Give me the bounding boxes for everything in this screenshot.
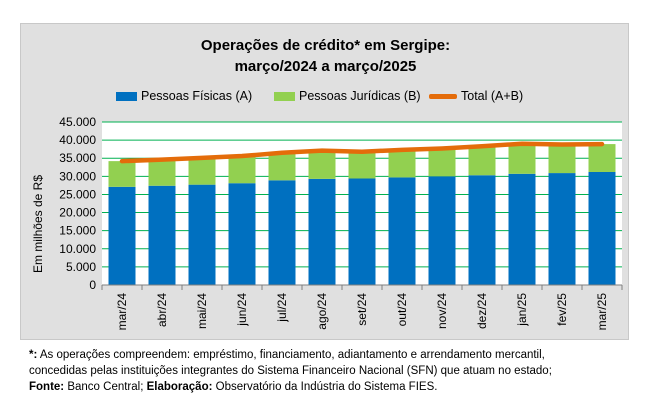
- y-tick-label: 45.000: [59, 115, 96, 129]
- legend-line-total: [429, 93, 457, 99]
- y-tick-label: 0: [89, 278, 96, 292]
- y-tick-label: 35.000: [59, 151, 96, 165]
- y-tick-label: 40.000: [59, 133, 96, 147]
- bar-pessoas-juridicas: [308, 150, 336, 179]
- source-text: Banco Central;: [64, 381, 147, 393]
- chart-title-line2: março/2024 a março/2025: [234, 58, 417, 75]
- bar-pessoas-fisicas: [108, 186, 136, 285]
- y-tick-label: 30.000: [59, 169, 96, 183]
- bar-pessoas-fisicas: [428, 176, 456, 285]
- y-tick-label: 15.000: [59, 224, 96, 238]
- x-tick-label: mar/24: [115, 293, 129, 331]
- legend-label-total: Total (A+B): [461, 89, 524, 103]
- bar-pessoas-juridicas: [428, 148, 456, 177]
- source-label: Fonte:: [29, 381, 65, 393]
- bar-pessoas-juridicas: [268, 152, 296, 181]
- bar-pessoas-juridicas: [148, 159, 176, 186]
- bar-pessoas-fisicas: [228, 183, 256, 285]
- footnote-text: As operações compreendem: empréstimo, fi…: [37, 349, 545, 361]
- chart-title-line1: Operações de crédito* em Sergipe:: [200, 37, 451, 54]
- bar-pessoas-fisicas: [468, 175, 496, 285]
- bar-pessoas-juridicas: [508, 143, 536, 174]
- footnote-marker: *:: [29, 349, 38, 361]
- bar-pessoas-fisicas: [508, 173, 536, 285]
- x-tick-label: dez/24: [475, 293, 489, 329]
- x-tick-label: fev/25: [555, 293, 569, 326]
- bar-pessoas-juridicas: [188, 157, 216, 185]
- legend-label-pessoas-juridicas: Pessoas Jurídicas (B): [299, 89, 421, 103]
- x-tick-label: ago/24: [315, 293, 329, 330]
- elaboration-label: Elaboração:: [146, 381, 213, 393]
- y-tick-label: 20.000: [59, 206, 96, 220]
- legend-item-pessoas-fisicas: Pessoas Físicas (A): [116, 89, 252, 103]
- y-tick-label: 25.000: [59, 187, 96, 201]
- bar-pessoas-juridicas: [388, 149, 416, 178]
- chart-footnote: *: As operações compreendem: empréstimo,…: [29, 347, 649, 395]
- chart-plot: 0 5.000 10.000 15.000 20.000 25.000 30.000 35.0…: [59, 115, 623, 331]
- bar-pessoas-fisicas: [348, 178, 376, 285]
- bar-pessoas-juridicas: [588, 144, 616, 172]
- footnote-source-line: Fonte: Banco Central; Elaboração: Observ…: [29, 379, 649, 395]
- bar-pessoas-juridicas: [548, 144, 576, 174]
- y-tick-label: 5.000: [66, 260, 96, 274]
- elaboration-text: Observatório da Indústria do Sistema FIE…: [212, 381, 438, 393]
- chart-title: Operações de crédito* em Sergipe: março/…: [21, 35, 630, 77]
- x-tick-label: jun/24: [235, 293, 249, 327]
- bar-pessoas-fisicas: [548, 173, 576, 285]
- legend-swatch-pessoas-fisicas: [116, 91, 137, 101]
- bar-pessoas-juridicas: [468, 146, 496, 176]
- footnote-line2: concedidas pelas instituições integrante…: [29, 365, 552, 377]
- bar-pessoas-fisicas: [188, 184, 216, 285]
- bar-pessoas-fisicas: [308, 178, 336, 285]
- x-tick-label: jul/24: [275, 293, 289, 323]
- bar-pessoas-fisicas: [148, 185, 176, 285]
- legend-item-total: Total (A+B): [429, 89, 523, 103]
- x-tick-label: mai/24: [195, 293, 209, 329]
- bar-pessoas-fisicas: [588, 171, 616, 285]
- chart-legend: Pessoas Físicas (A) Pessoas Jurídicas (B…: [21, 89, 630, 107]
- bar-pessoas-fisicas: [268, 180, 296, 285]
- y-tick-label: 10.000: [59, 242, 96, 256]
- x-tick-label: abr/24: [155, 293, 169, 327]
- x-tick-label: set/24: [355, 293, 369, 326]
- x-tick-label: mar/25: [595, 293, 609, 331]
- x-tick-label: nov/24: [435, 293, 449, 329]
- bar-pessoas-juridicas: [228, 156, 256, 184]
- x-tick-label: out/24: [395, 293, 409, 327]
- legend-item-pessoas-juridicas: Pessoas Jurídicas (B): [274, 89, 421, 103]
- legend-label-pessoas-fisicas: Pessoas Físicas (A): [141, 89, 253, 103]
- bar-pessoas-juridicas: [108, 161, 136, 187]
- footnote-line1: *: As operações compreendem: empréstimo,…: [29, 347, 649, 363]
- bar-pessoas-fisicas: [388, 177, 416, 285]
- bar-pessoas-juridicas: [348, 151, 376, 179]
- x-tick-label: jan/25: [515, 293, 529, 327]
- legend-swatch-pessoas-juridicas: [274, 91, 295, 101]
- chart-frame: Operações de crédito* em Sergipe: março/…: [20, 23, 629, 340]
